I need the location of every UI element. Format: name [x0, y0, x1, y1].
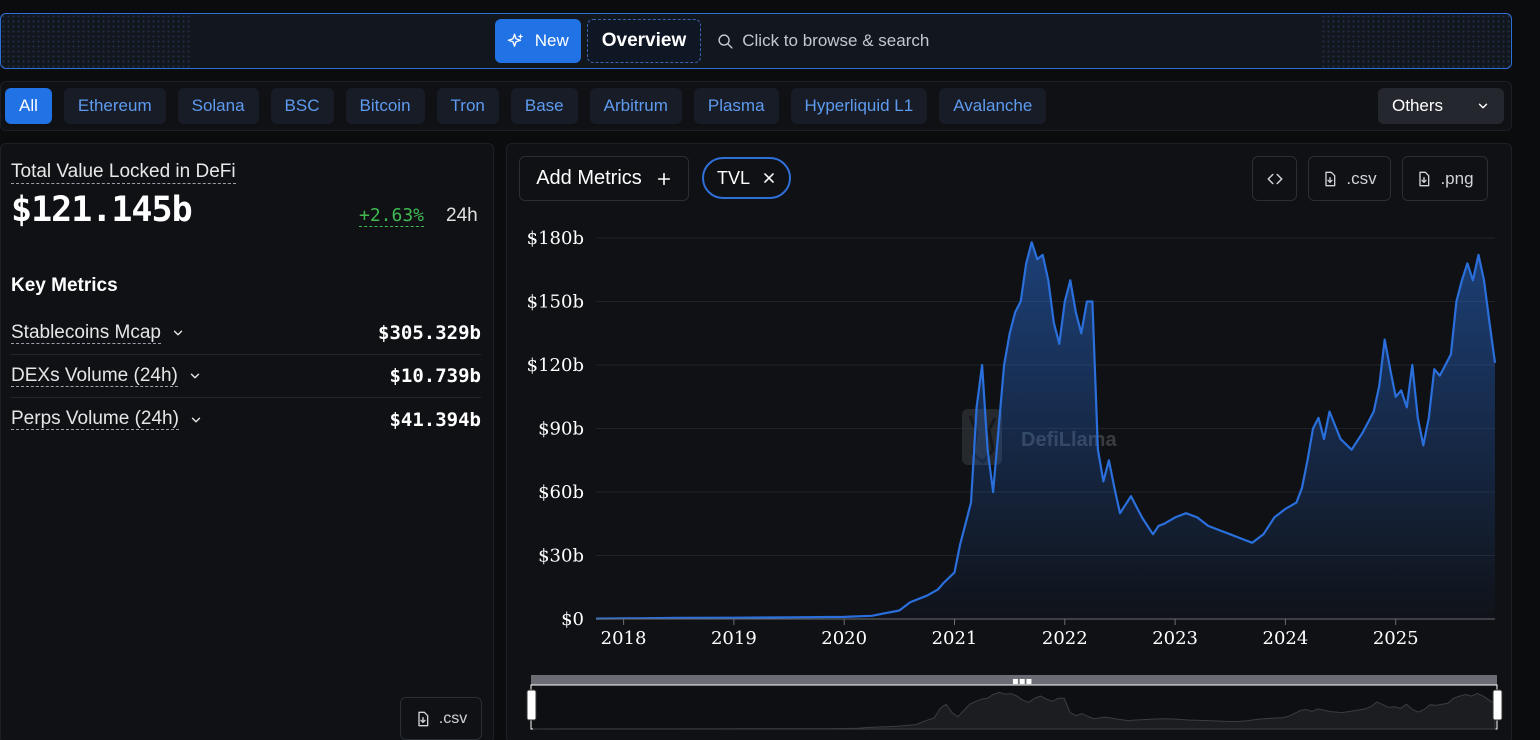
decorative-dots-left [1, 14, 191, 68]
metric-label[interactable]: Stablecoins Mcap [11, 321, 161, 344]
download-file-icon [1325, 171, 1336, 186]
search-input[interactable] [742, 31, 1003, 51]
y-tick-label: $0 [561, 609, 584, 630]
brush-handle-right[interactable] [1492, 689, 1503, 721]
chain-tab-bsc[interactable]: BSC [270, 88, 334, 124]
add-metrics-label: Add Metrics [536, 167, 642, 189]
top-search-bar: New Overview [0, 13, 1512, 69]
summary-csv-button[interactable]: .csv [400, 697, 482, 740]
metric-row-perps-volume[interactable]: Perps Volume (24h) $41.394b [11, 398, 481, 441]
x-tick-label: 2022 [1042, 628, 1088, 649]
chain-tab-bitcoin[interactable]: Bitcoin [345, 88, 425, 124]
tvl-metric-pill[interactable]: TVL [702, 157, 791, 199]
code-icon [1267, 173, 1282, 184]
chain-tab-solana[interactable]: Solana [177, 88, 259, 124]
chain-tab-all[interactable]: All [5, 88, 52, 124]
tvl-line [595, 241, 1497, 620]
tvl-label[interactable]: Total Value Locked in DeFi [11, 161, 236, 184]
x-tick-label: 2023 [1152, 628, 1198, 649]
y-tick-label: $150b [527, 292, 584, 313]
others-label: Others [1392, 96, 1444, 115]
others-dropdown[interactable]: Others [1378, 88, 1504, 124]
tvl-pill-label: TVL [716, 167, 750, 188]
chevron-down-icon[interactable] [188, 369, 202, 383]
brush-grip-icon[interactable]: ▪▪▪ [1012, 676, 1032, 687]
x-tick-label: 2024 [1263, 628, 1309, 649]
y-axis: $0 $30b $60b $90b $120b $150b $180b [527, 228, 584, 630]
metric-row-dexs-volume[interactable]: DEXs Volume (24h) $10.739b [11, 355, 481, 398]
y-tick-label: $180b [527, 228, 584, 249]
summary-panel: Total Value Locked in DeFi $121.145b +2.… [0, 143, 494, 740]
csv-label: .csv [438, 709, 468, 727]
search-icon [718, 33, 733, 49]
tvl-change[interactable]: +2.63% [359, 205, 425, 227]
y-tick-label: $120b [527, 355, 584, 376]
chain-tab-arbitrum[interactable]: Arbitrum [589, 88, 682, 124]
x-tick-label: 2021 [932, 628, 978, 649]
download-file-icon [418, 711, 429, 726]
chain-selector: All Ethereum Solana BSC Bitcoin Tron Bas… [0, 81, 1512, 131]
metric-row-stablecoins[interactable]: Stablecoins Mcap $305.329b [11, 312, 481, 355]
y-tick-label: $90b [538, 419, 584, 440]
plus-icon [657, 172, 670, 185]
y-tick-label: $60b [538, 482, 584, 503]
x-axis: 2018 2019 2020 2021 2022 2023 2024 2025 [596, 618, 1495, 649]
range-brush[interactable]: ▪▪▪ [526, 675, 1503, 730]
chain-tab-ethereum[interactable]: Ethereum [63, 88, 166, 124]
tvl-change-period: 24h [446, 205, 478, 226]
download-file-icon [1419, 171, 1430, 186]
metric-label[interactable]: Perps Volume (24h) [11, 408, 179, 430]
chart-png-button[interactable]: .png [1402, 156, 1488, 201]
chain-tab-hyperliquid[interactable]: Hyperliquid L1 [790, 88, 928, 124]
add-metrics-button[interactable]: Add Metrics [519, 156, 689, 201]
metric-value: $41.394b [389, 408, 481, 431]
y-tick-label: $30b [538, 546, 584, 567]
overview-button[interactable]: Overview [586, 19, 702, 63]
decorative-dots-right [1321, 14, 1511, 68]
chevron-down-icon[interactable] [189, 413, 203, 427]
chain-tab-tron[interactable]: Tron [436, 88, 499, 124]
chevron-down-icon[interactable] [171, 326, 185, 340]
metric-label[interactable]: DEXs Volume (24h) [11, 364, 178, 387]
chain-tab-base[interactable]: Base [510, 88, 578, 124]
x-tick-label: 2025 [1373, 628, 1419, 649]
sparkle-icon [507, 33, 524, 47]
key-metrics-title: Key Metrics [11, 275, 118, 296]
search-box[interactable] [717, 31, 1017, 51]
chain-tab-plasma[interactable]: Plasma [693, 88, 779, 124]
new-button-label: New [534, 31, 569, 50]
brush-mini-area [532, 691, 1496, 730]
csv-label: .csv [1346, 168, 1377, 188]
chart-panel: DefiLlama $0$30b$60b$90b$120b$150b$180b … [506, 143, 1512, 740]
chart-csv-button[interactable]: .csv [1308, 156, 1391, 201]
x-tick-label: 2018 [601, 628, 647, 649]
x-tick-label: 2019 [711, 628, 757, 649]
brush-handle-left[interactable] [526, 689, 537, 721]
tvl-chart[interactable]: DefiLlama $0$30b$60b$90b$120b$150b$180b … [507, 144, 1513, 740]
embed-button[interactable] [1252, 156, 1297, 201]
chevron-down-icon [1478, 103, 1488, 109]
x-tick-label: 2020 [821, 628, 867, 649]
brush-track[interactable] [531, 675, 1497, 685]
tvl-value: $121.145b [11, 190, 193, 230]
chain-tab-avalanche[interactable]: Avalanche [939, 88, 1047, 124]
new-button[interactable]: New [494, 19, 581, 63]
metric-value: $305.329b [378, 322, 481, 344]
tvl-area [596, 242, 1495, 619]
metric-value: $10.739b [389, 365, 481, 387]
png-label: .png [1440, 168, 1474, 188]
close-icon[interactable] [762, 171, 776, 185]
